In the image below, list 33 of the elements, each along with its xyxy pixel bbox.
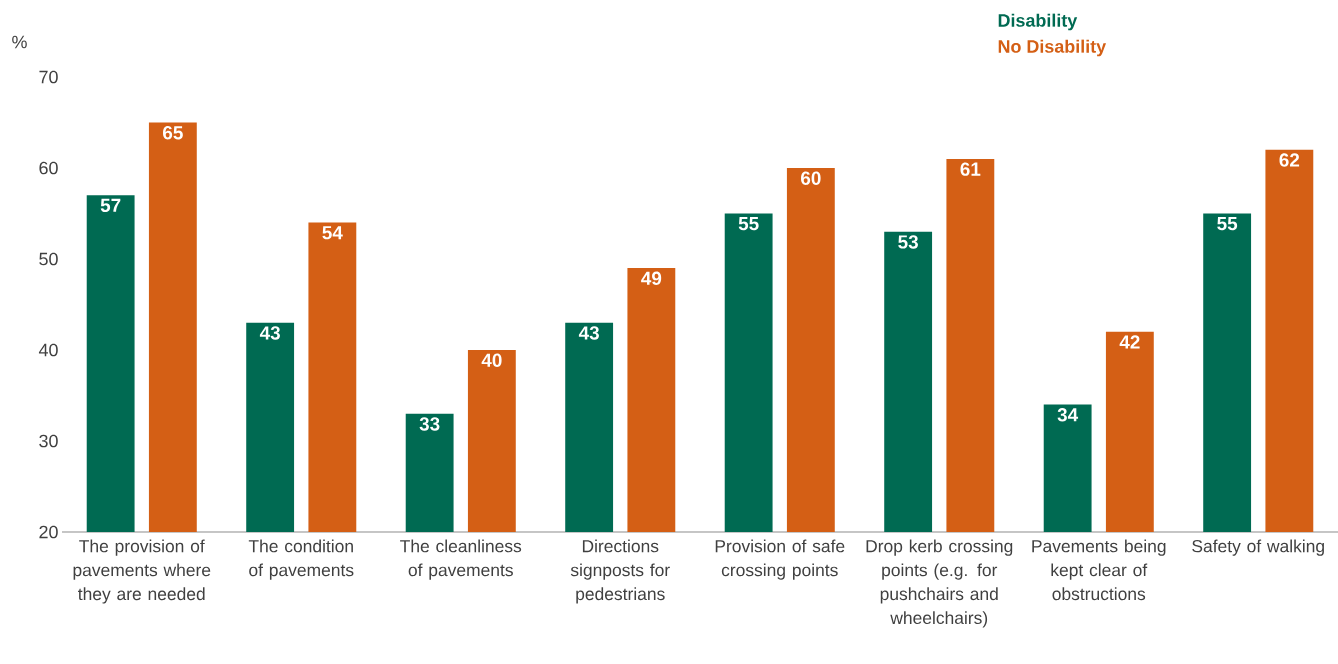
x-tick-label: Drop kerb crossing points (e.g. for pushchairs and wheelchairs): [866, 539, 1013, 628]
x-tick-label: The provision of pavements where they are needed: [73, 539, 211, 604]
data-label: 53: [898, 235, 918, 249]
data-label: 43: [578, 326, 599, 340]
data-label: 62: [1279, 153, 1300, 167]
data-label: 55: [1217, 217, 1238, 231]
x-tick-label: The condition of pavements: [248, 539, 354, 580]
data-label: 40: [481, 353, 502, 367]
y-tick-label: 60: [39, 161, 58, 175]
data-label: 43: [259, 326, 280, 340]
data-label: 60: [801, 171, 821, 185]
y-tick-label: 50: [39, 252, 58, 266]
x-tick-label: The cleanliness of pavements: [400, 539, 522, 580]
data-label: 49: [641, 271, 662, 286]
text: Disability: [998, 13, 1078, 31]
y-axis-title: %: [12, 35, 27, 49]
x-tick-label: Directions signposts for pedestrians: [570, 539, 670, 604]
data-label: 34: [1057, 408, 1079, 422]
data-label: 65: [163, 126, 183, 140]
x-tick-label: Provision of safe crossing points: [715, 539, 845, 580]
data-label: 61: [960, 162, 981, 176]
data-label: 33: [419, 417, 440, 431]
y-tick-label: 70: [39, 70, 58, 84]
y-tick-label: 20: [39, 525, 58, 539]
data-label: 54: [322, 226, 343, 240]
data-label: 55: [738, 217, 759, 231]
data-label: 42: [1119, 335, 1140, 349]
data-label: 57: [100, 198, 121, 213]
x-tick-label: Pavements being kept clear of obstructions: [1032, 539, 1166, 601]
y-tick-label: 30: [39, 434, 58, 448]
text: No Disability: [998, 39, 1107, 57]
x-tick-label: Safety of walking: [1192, 539, 1324, 556]
y-tick-label: 40: [38, 343, 58, 357]
